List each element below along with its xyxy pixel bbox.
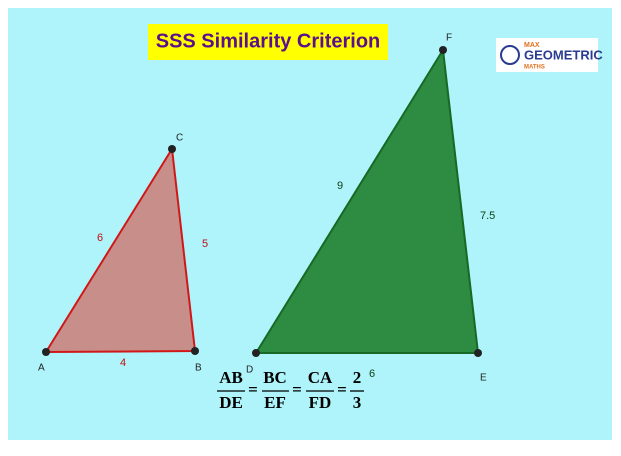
logo: MAX GEOMETRIC MATHS [496,38,603,72]
vertex-point [474,349,482,357]
numerator: BC [263,368,287,387]
equation: AB DE = BC EF = CA FD = 2 3 [217,368,364,412]
vertex-label: D [246,365,253,376]
numerator: AB [219,368,243,387]
vertex-label: F [446,33,452,44]
side-label: 5 [202,238,208,250]
triangle-abc [44,146,197,354]
vertex-point [191,347,199,355]
side-label: 7.5 [480,210,495,222]
denominator: EF [264,393,286,412]
side-label: 4 [120,357,126,369]
vertex-label: B [195,363,202,374]
denominator: 3 [353,393,362,412]
equals: = [292,380,302,399]
vertex-point [168,145,176,153]
denominator: DE [219,393,243,412]
logo-line3: MATHS [524,65,545,71]
vertex-label: C [176,133,183,144]
side-label: 6 [369,368,375,380]
equals: = [248,380,258,399]
logo-line1: MAX [524,42,540,49]
triangle-def [254,47,480,354]
logo-icon [500,45,520,65]
vertex-label: E [480,373,487,384]
logo-line2: GEOMETRIC [524,47,603,62]
numerator: CA [308,368,333,387]
vertex-point [439,46,447,54]
side-label: 9 [337,180,343,192]
side-label: 6 [97,232,103,244]
vertex-point [252,349,260,357]
vertex-label: A [38,363,45,374]
numerator: 2 [353,368,362,387]
title: SSS Similarity Criterion [156,30,381,52]
denominator: FD [309,393,332,412]
equals: = [337,380,347,399]
title-box [148,24,388,60]
background [8,8,612,440]
vertex-point [42,348,50,356]
logo-box [496,38,598,72]
